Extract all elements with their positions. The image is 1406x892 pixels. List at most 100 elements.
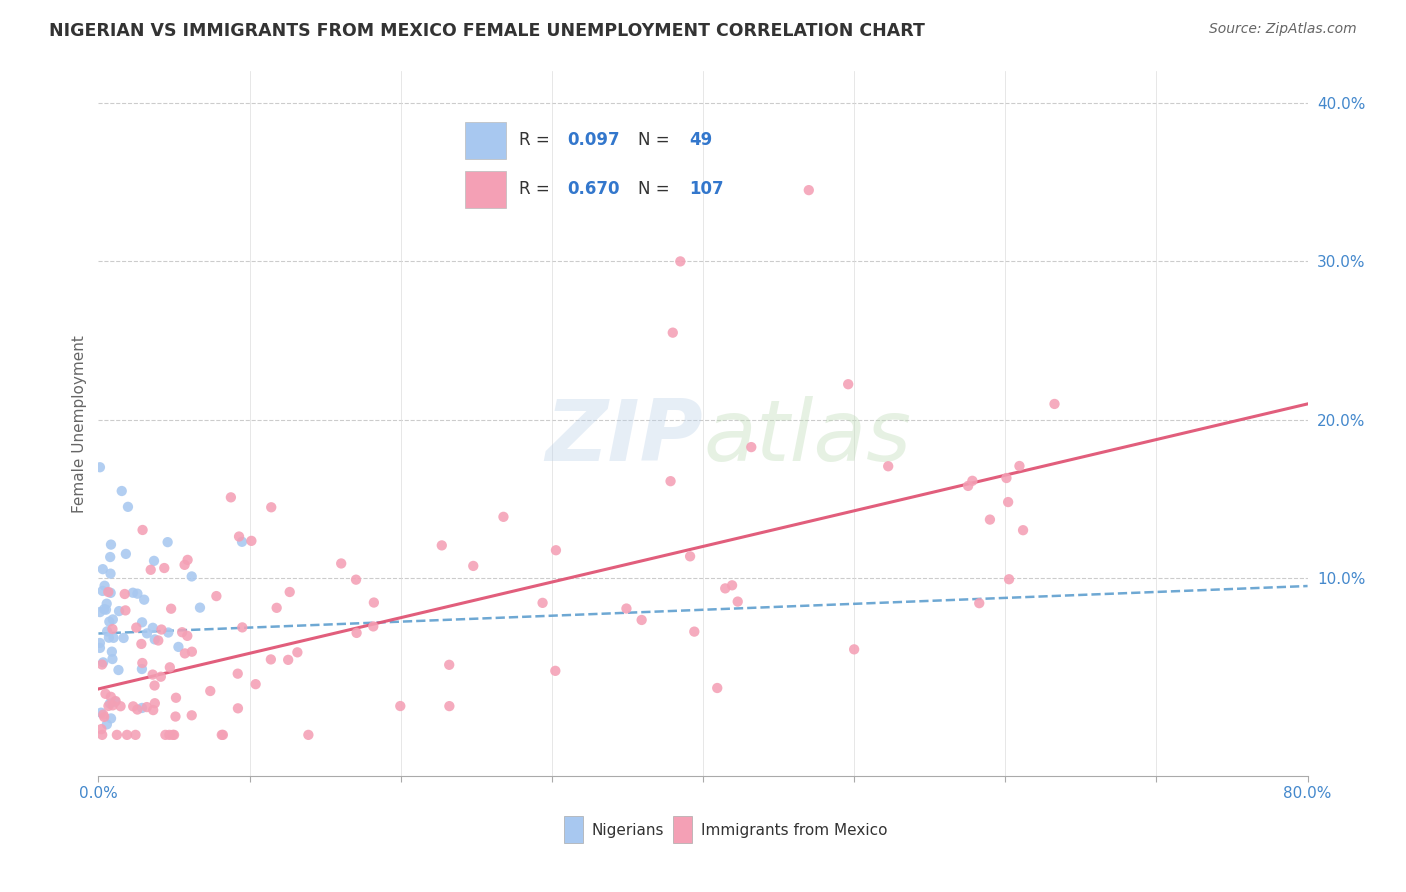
Point [727,594,749,608]
Text: atlas: atlas [703,396,911,479]
Point [115,728,138,742]
Point [211,728,233,742]
Point [163,728,186,742]
Point [1043,397,1066,411]
Point [544,664,567,678]
Point [117,500,139,514]
Point [111,483,134,498]
Point [103,631,125,645]
Point [101,612,124,626]
Point [205,589,228,603]
Point [101,645,124,659]
Point [245,677,267,691]
Point [108,604,131,618]
Point [101,698,124,713]
Point [93,579,115,593]
Point [297,728,319,742]
Point [93,602,115,616]
Point [266,600,288,615]
Point [142,703,165,717]
Point [439,699,461,714]
Point [714,582,737,596]
Point [837,377,859,392]
Point [180,569,202,583]
Point [131,615,153,630]
Point [180,708,202,723]
Point [277,653,299,667]
Point [90,722,112,736]
Point [104,694,127,708]
Point [162,728,184,742]
Point [346,626,368,640]
Point [110,699,132,714]
Point [228,529,250,543]
Point [149,670,172,684]
Point [122,585,145,599]
Point [143,696,166,710]
Point [134,592,156,607]
Point [105,728,128,742]
Point [101,652,124,666]
Point [94,687,117,701]
Point [679,549,702,564]
Point [157,625,180,640]
Point [260,500,283,515]
Point [90,706,112,720]
Point [659,474,682,488]
Point [200,684,222,698]
Point [226,701,249,715]
Point [142,667,165,681]
Point [136,626,159,640]
Point [844,642,866,657]
Point [995,471,1018,485]
Point [1012,523,1035,537]
Point [998,572,1021,586]
Point [979,512,1001,526]
Point [91,657,114,672]
Point [143,554,166,568]
Point [89,640,111,655]
Point [91,728,114,742]
Point [363,595,385,609]
Point [967,596,990,610]
Point [155,728,177,742]
Point [740,440,762,454]
Point [877,459,900,474]
Point [142,621,165,635]
Point [167,640,190,654]
Point [125,621,148,635]
Point [962,474,984,488]
Point [226,666,249,681]
Point [150,623,173,637]
Point [107,663,129,677]
Point [260,652,283,666]
Point [127,702,149,716]
Bar [564,816,583,843]
Point [219,491,242,505]
Point [231,620,253,634]
Point [98,615,121,629]
Point [100,586,122,600]
Point [127,587,149,601]
Point [957,479,980,493]
Point [173,647,195,661]
Point [131,656,153,670]
Point [131,637,153,651]
Text: ZIP: ZIP [546,396,703,479]
Point [131,701,153,715]
Point [389,699,412,714]
Point [135,700,157,714]
Point [93,710,115,724]
Point [91,656,114,670]
Point [180,645,202,659]
Point [98,549,121,564]
Point [463,558,485,573]
Point [97,585,120,599]
Point [797,183,820,197]
Point [91,707,114,722]
Point [661,326,683,340]
Point [100,711,122,725]
Point [96,624,118,639]
Point [344,573,367,587]
Point [278,585,301,599]
